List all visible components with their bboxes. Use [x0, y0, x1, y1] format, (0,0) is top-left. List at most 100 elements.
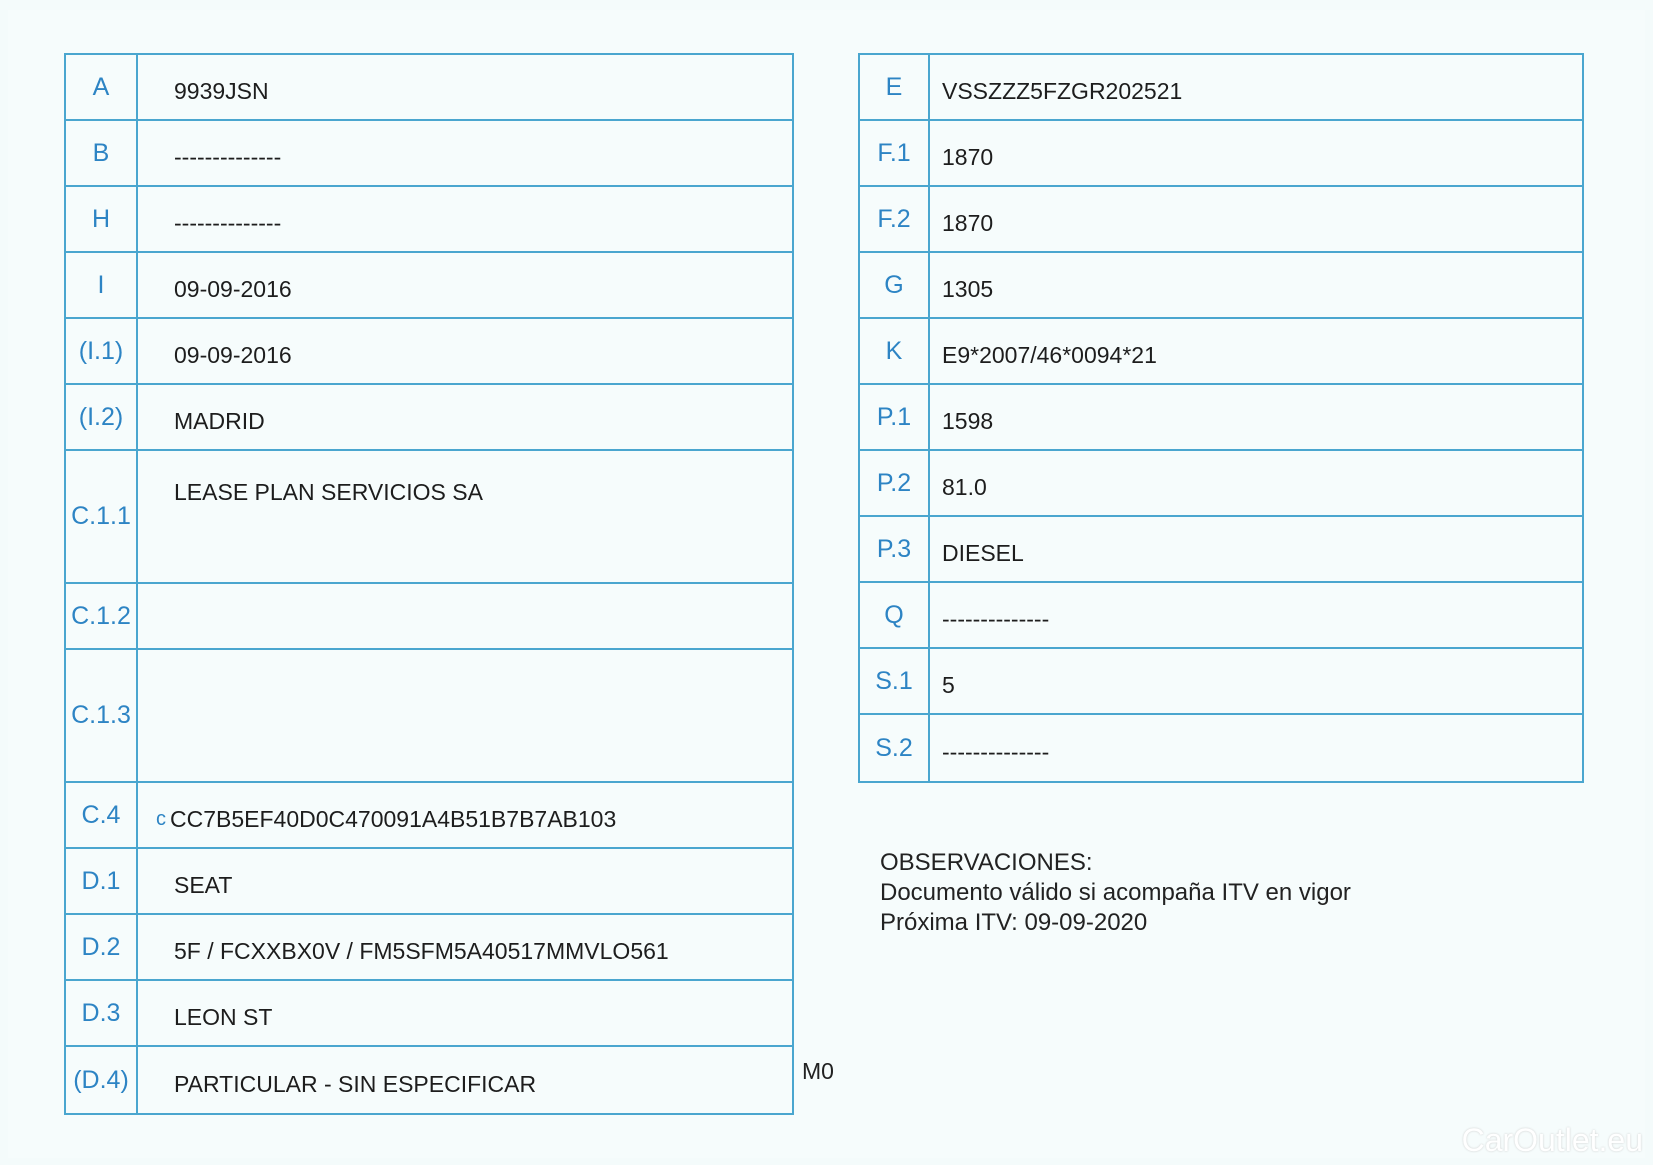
field-code: D.1: [66, 849, 138, 913]
field-value: [138, 584, 792, 648]
field-value-text: 1870: [942, 209, 994, 236]
field-value: 5: [930, 649, 1582, 713]
field-value: --------------: [930, 715, 1582, 781]
field-code: A: [66, 55, 138, 119]
field-code: D.2: [66, 915, 138, 979]
field-value: LEASE PLAN SERVICIOS SA: [138, 451, 792, 582]
field-value-text: DIESEL: [942, 539, 1024, 566]
field-row: Q --------------: [860, 583, 1582, 649]
field-value-text: VSSZZZ5FZGR202521: [942, 77, 1183, 104]
field-code: B: [66, 121, 138, 185]
field-value: 1870: [930, 121, 1582, 185]
field-code: F.1: [860, 121, 930, 185]
field-value-text: PARTICULAR - SIN ESPECIFICAR: [174, 1070, 537, 1097]
field-code: P.3: [860, 517, 930, 581]
field-value: 09-09-2016: [138, 253, 792, 317]
observations-line: Próxima ITV: 09-09-2020: [880, 909, 1148, 936]
field-value-text: --------------: [174, 209, 282, 236]
field-value: 09-09-2016: [138, 319, 792, 383]
field-value: SEAT: [138, 849, 792, 913]
field-value-text: 81.0: [942, 473, 987, 500]
field-row: E VSSZZZ5FZGR202521: [860, 55, 1582, 121]
field-value: c CC7B5EF40D0C470091A4B51B7B7AB103: [138, 783, 792, 847]
field-value: 5F / FCXXBX0V / FM5SFM5A40517MMVLO561: [138, 915, 792, 979]
field-value: 9939JSN: [138, 55, 792, 119]
field-row: B --------------: [66, 121, 792, 187]
field-value-text: LEON ST: [174, 1003, 273, 1030]
field-value: MADRID: [138, 385, 792, 449]
field-row: A 9939JSN: [66, 55, 792, 121]
observations: OBSERVACIONES: Documento válido si acomp…: [880, 848, 1351, 938]
field-row: C.1.1 LEASE PLAN SERVICIOS SA: [66, 451, 792, 584]
field-value-prefix: c: [156, 807, 166, 830]
field-row: (I.2) MADRID: [66, 385, 792, 451]
field-code: G: [860, 253, 930, 317]
field-value-text: SEAT: [174, 871, 233, 898]
field-row: D.2 5F / FCXXBX0V / FM5SFM5A40517MMVLO561: [66, 915, 792, 981]
field-row: C.1.2: [66, 584, 792, 650]
field-code: S.1: [860, 649, 930, 713]
field-row: G 1305: [860, 253, 1582, 319]
field-value-text: --------------: [942, 738, 1050, 765]
field-value-text: 09-09-2016: [174, 275, 292, 302]
field-row: F.1 1870: [860, 121, 1582, 187]
watermark-logo: CarOutlet.eu: [1461, 1122, 1643, 1158]
field-value-text: 5: [942, 671, 955, 698]
field-code: H: [66, 187, 138, 251]
field-code: K: [860, 319, 930, 383]
field-code: P.1: [860, 385, 930, 449]
field-value-text: CC7B5EF40D0C470091A4B51B7B7AB103: [170, 805, 617, 832]
field-value-text: 1870: [942, 143, 994, 170]
field-value: 1870: [930, 187, 1582, 251]
field-value-text: --------------: [942, 605, 1050, 632]
field-value: 1598: [930, 385, 1582, 449]
field-code: (I.1): [66, 319, 138, 383]
field-value-text: E9*2007/46*0094*21: [942, 341, 1157, 368]
field-value-text: LEASE PLAN SERVICIOS SA: [174, 479, 483, 505]
field-code: F.2: [860, 187, 930, 251]
field-value-text: 1305: [942, 275, 994, 302]
field-value-text: --------------: [174, 143, 282, 170]
field-code: C.1.1: [66, 451, 138, 582]
field-value: --------------: [930, 583, 1582, 647]
field-row: P.3 DIESEL: [860, 517, 1582, 583]
field-row: I 09-09-2016: [66, 253, 792, 319]
field-value: 81.0: [930, 451, 1582, 515]
field-row: S.2 --------------: [860, 715, 1582, 781]
field-row: D.1 SEAT: [66, 849, 792, 915]
field-code: E: [860, 55, 930, 119]
document-sheet: [8, 10, 1645, 1158]
field-value-text: 09-09-2016: [174, 341, 292, 368]
field-value: --------------: [138, 187, 792, 251]
field-value: DIESEL: [930, 517, 1582, 581]
field-row: S.1 5: [860, 649, 1582, 715]
field-row: C.4 c CC7B5EF40D0C470091A4B51B7B7AB103: [66, 783, 792, 849]
field-code: C.4: [66, 783, 138, 847]
registration-fields-left: A 9939JSN B -------------- H -------------- I 0…: [64, 53, 794, 1115]
field-row: K E9*2007/46*0094*21: [860, 319, 1582, 385]
field-value: E9*2007/46*0094*21: [930, 319, 1582, 383]
field-row: H --------------: [66, 187, 792, 253]
field-row: (I.1) 09-09-2016: [66, 319, 792, 385]
field-row: D.3 LEON ST: [66, 981, 792, 1047]
registration-fields-right: E VSSZZZ5FZGR202521 F.1 1870 F.2 1870 G 1305 K E9…: [858, 53, 1584, 783]
field-code: Q: [860, 583, 930, 647]
field-row: P.1 1598: [860, 385, 1582, 451]
field-value: [138, 650, 792, 781]
field-code: C.1.2: [66, 584, 138, 648]
field-value: 1305: [930, 253, 1582, 317]
field-value-text: 5F / FCXXBX0V / FM5SFM5A40517MMVLO561: [174, 937, 669, 964]
field-code: (D.4): [66, 1047, 138, 1113]
field-row: (D.4) PARTICULAR - SIN ESPECIFICAR: [66, 1047, 792, 1113]
field-code: D.3: [66, 981, 138, 1045]
field-value-text: 1598: [942, 407, 994, 434]
field-value: LEON ST: [138, 981, 792, 1045]
field-value-text: 9939JSN: [174, 77, 269, 104]
field-code: P.2: [860, 451, 930, 515]
field-code: (I.2): [66, 385, 138, 449]
field-value-text: MADRID: [174, 407, 265, 434]
field-row: F.2 1870: [860, 187, 1582, 253]
field-value: PARTICULAR - SIN ESPECIFICAR: [138, 1047, 792, 1113]
observations-line: Documento válido si acompaña ITV en vigo…: [880, 879, 1351, 906]
field-code: I: [66, 253, 138, 317]
